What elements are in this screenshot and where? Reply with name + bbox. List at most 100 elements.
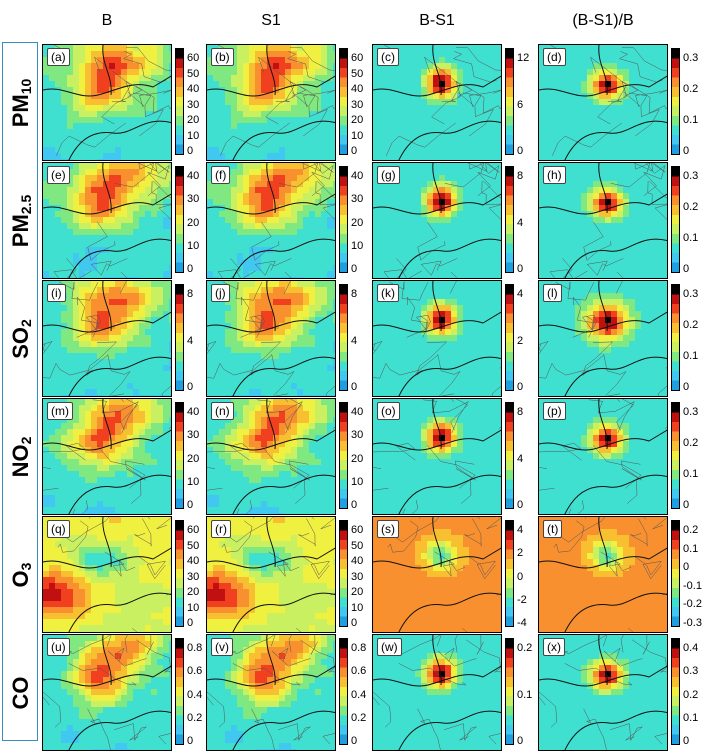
colorbar-tick-label: 12 [517, 52, 529, 64]
panel-label: (x) [543, 638, 565, 656]
colorbar-tick-label: 40 [187, 406, 199, 418]
colorbar-tick-label: 0.3 [683, 52, 698, 64]
map-panel: (m) [42, 398, 172, 515]
colorbar-tick-label: 0 [683, 561, 689, 573]
colorbar-tick-label: 10 [351, 476, 363, 488]
colorbar-tick-label: 40 [351, 83, 363, 95]
panel-label: (r) [211, 520, 231, 538]
species-name: PM [8, 214, 33, 247]
map-panel: (j) [206, 280, 336, 397]
map-panel: (p) [538, 398, 668, 515]
colorbar-tick-label: 4 [351, 335, 357, 347]
map-panel: (s) [372, 516, 502, 633]
map-panel: (b) [206, 44, 336, 161]
colorbar-tick-label: 40 [187, 170, 199, 182]
panel-label: (s) [377, 520, 399, 538]
colorbar [671, 520, 680, 627]
colorbar-tick-label: 0 [351, 145, 357, 157]
colorbar-tick-label: 30 [351, 571, 363, 583]
colorbar-tick-label: 0 [517, 499, 523, 511]
colorbar-tick-label: 0.8 [351, 642, 366, 654]
species-subscript: 2 [18, 436, 34, 444]
colorbar-tick-label: 0 [517, 381, 523, 393]
colorbar-tick-label: 10 [187, 240, 199, 252]
colorbar [339, 284, 348, 391]
colorbar-tick-label: 0.1 [683, 114, 698, 126]
colorbar-tick-label: 0.1 [517, 689, 532, 701]
colorbar-tick-label: 0 [683, 381, 689, 393]
colorbar-tick-label: -4 [517, 617, 527, 629]
colorbar-tick-label: 0 [187, 381, 193, 393]
colorbar-tick-label: 30 [187, 99, 199, 111]
column-header-3: B-S1 [372, 10, 502, 32]
colorbar-tick-label: 0 [187, 263, 193, 275]
colorbar-tick-label: 20 [187, 217, 199, 229]
colorbar-tick-label: 40 [187, 83, 199, 95]
panel-label: (o) [377, 402, 400, 420]
map-panel: (i) [42, 280, 172, 397]
panel-label: (a) [47, 48, 70, 66]
map-panel: (d) [538, 44, 668, 161]
colorbar [339, 520, 348, 627]
colorbar-tick-label: 30 [351, 429, 363, 441]
map-panel: (t) [538, 516, 668, 633]
colorbar [175, 48, 184, 155]
colorbar [505, 48, 514, 155]
species-subscript: 3 [18, 562, 34, 570]
colorbar-tick-label: 4 [517, 217, 523, 229]
colorbar-tick-label: 0.2 [683, 201, 698, 213]
colorbar-tick-label: 60 [351, 52, 363, 64]
colorbar-tick-label: 0 [517, 735, 523, 747]
map-panel: (o) [372, 398, 502, 515]
colorbar [505, 166, 514, 273]
colorbar [175, 402, 184, 509]
colorbar [671, 284, 680, 391]
panel-label: (t) [543, 520, 562, 538]
colorbar-tick-label: 0 [683, 735, 689, 747]
colorbar-tick-label: 8 [517, 170, 523, 182]
column-header-1: B [42, 10, 172, 32]
colorbar-tick-label: 4 [187, 335, 193, 347]
colorbar [175, 520, 184, 627]
colorbar [175, 638, 184, 745]
colorbar-tick-label: 40 [351, 406, 363, 418]
colorbar-tick-label: 0 [187, 735, 193, 747]
colorbar-tick-label: 0 [351, 381, 357, 393]
map-panel: (k) [372, 280, 502, 397]
panel-label: (p) [543, 402, 566, 420]
panel-label: (e) [47, 166, 70, 184]
colorbar-tick-label: 10 [351, 130, 363, 142]
panel-label: (h) [543, 166, 566, 184]
row-label-5: O3 [6, 525, 36, 625]
colorbar-tick-label: 0.1 [683, 468, 698, 480]
colorbar [505, 638, 514, 745]
colorbar-tick-label: 40 [351, 555, 363, 567]
colorbar-tick-label: 40 [351, 170, 363, 182]
colorbar-tick-label: 10 [351, 240, 363, 252]
colorbar-tick-label: 0.1 [683, 232, 698, 244]
map-panel: (w) [372, 634, 502, 751]
column-header-2: S1 [206, 10, 336, 32]
colorbar-tick-label: 50 [351, 540, 363, 552]
colorbar-tick-label: 30 [187, 429, 199, 441]
row-label-3: SO2 [6, 289, 36, 389]
map-panel: (n) [206, 398, 336, 515]
panel-label: (m) [47, 402, 73, 420]
colorbar-tick-label: -0.2 [683, 598, 702, 610]
colorbar-tick-label: 60 [187, 524, 199, 536]
map-panel: (h) [538, 162, 668, 279]
colorbar-tick-label: 40 [187, 555, 199, 567]
colorbar-tick-label: 10 [187, 130, 199, 142]
colorbar-tick-label: 0.3 [683, 406, 698, 418]
colorbar-tick-label: 10 [187, 602, 199, 614]
species-name: O [8, 570, 33, 587]
panel-label: (u) [47, 638, 70, 656]
colorbar-tick-label: 0.1 [683, 543, 698, 555]
colorbar-tick-label: 0 [351, 263, 357, 275]
map-panel: (q) [42, 516, 172, 633]
colorbar-tick-label: 0 [351, 499, 357, 511]
panel-label: (b) [211, 48, 234, 66]
row-label-1: PM10 [6, 53, 36, 153]
species-subscript: 2 [18, 319, 34, 327]
species-name: SO [8, 327, 33, 359]
